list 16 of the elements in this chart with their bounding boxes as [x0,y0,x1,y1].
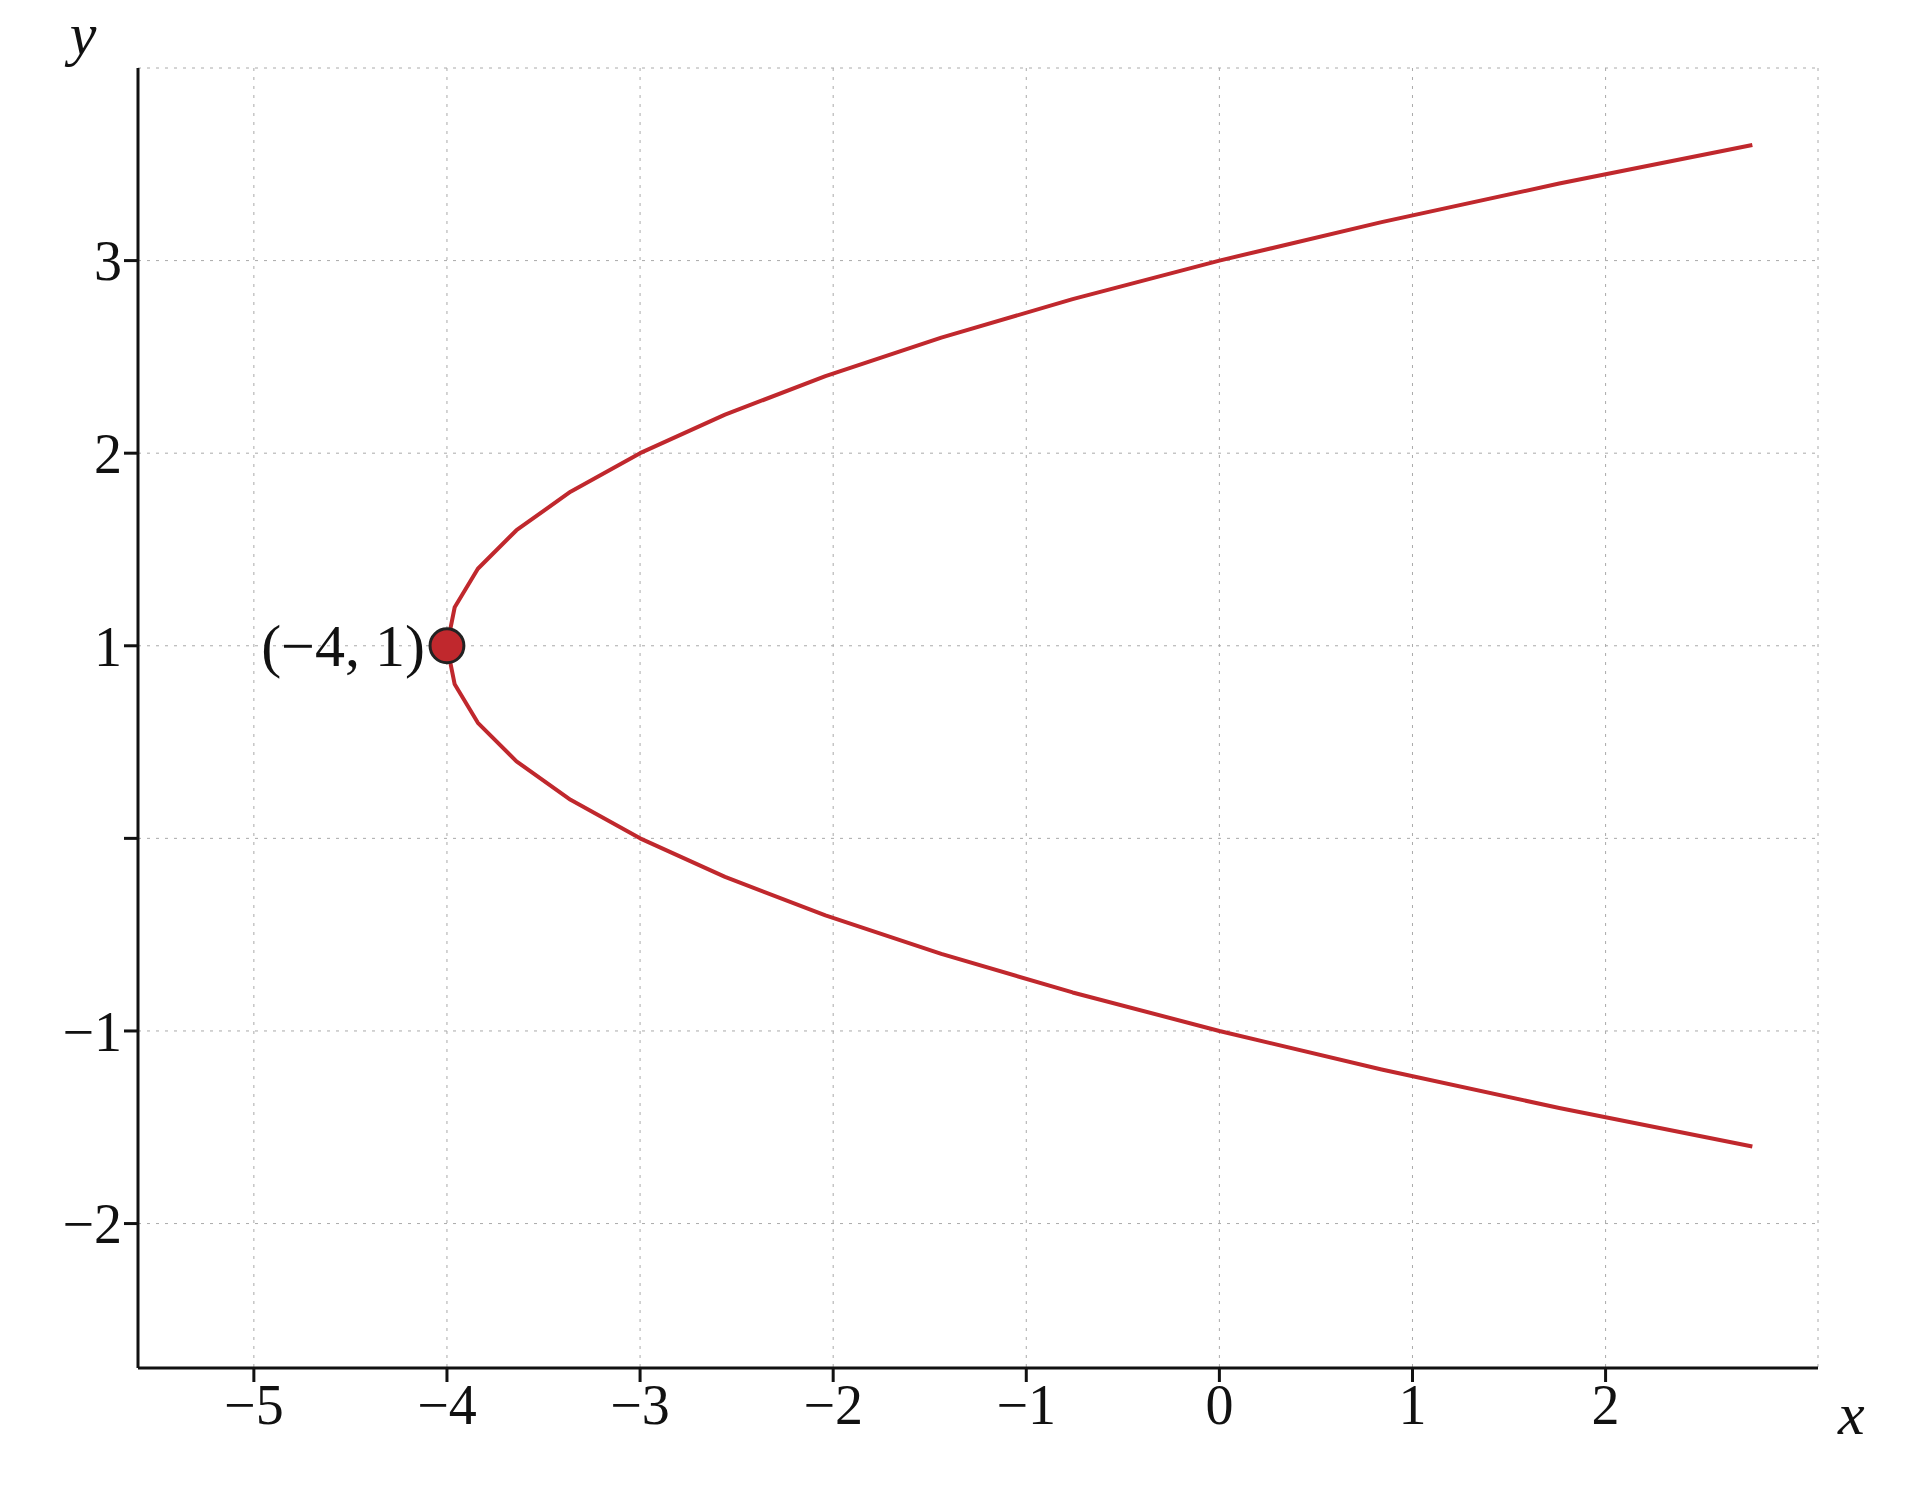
x-tick-label: −1 [996,1373,1057,1436]
x-tick-label: −4 [417,1373,477,1436]
y-tick-label: −2 [62,1193,122,1256]
x-tick-label: −3 [610,1373,670,1436]
y-tick-label: 3 [94,230,122,293]
x-tick-label: −5 [224,1373,284,1436]
x-tick-label: 2 [1591,1373,1620,1436]
x-tick-label: 1 [1398,1373,1427,1436]
y-tick-label: −1 [62,1000,122,1063]
y-tick-label: 2 [94,423,122,486]
x-axis-title: x [1837,1381,1865,1448]
annotation: (−4, 1) [261,612,425,679]
x-tick-label: −2 [803,1373,863,1436]
x-tick-label: 0 [1205,1373,1234,1436]
y-tick-label: 1 [94,615,122,678]
y-axis-title: y [63,1,97,67]
